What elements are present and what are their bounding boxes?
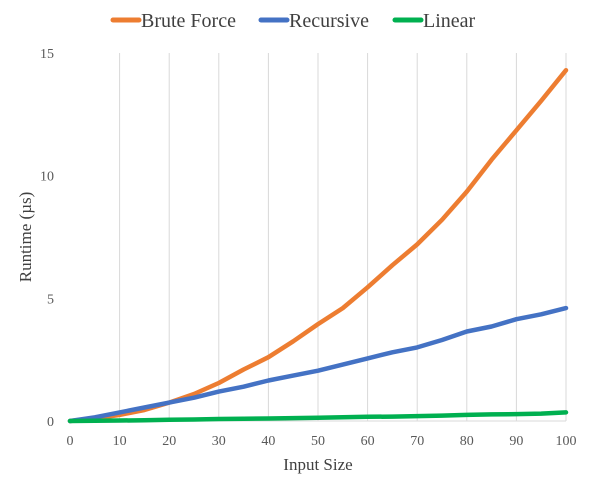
gridlines (119, 53, 567, 421)
y-tick-label: 10 (40, 170, 54, 185)
x-tick-label: 60 (361, 434, 375, 449)
y-tick-label: 0 (47, 415, 54, 430)
legend-label: Recursive (289, 10, 369, 32)
x-tick-label: 40 (261, 434, 275, 449)
series-line-linear (67, 410, 569, 424)
x-tick-label: 70 (410, 434, 424, 449)
y-tick-label: 15 (40, 47, 54, 62)
y-tick-label: 5 (47, 292, 54, 307)
y-axis-title: Runtime (µs) (16, 192, 35, 283)
x-tick-label: 100 (556, 434, 577, 449)
legend: Brute Force Recursive Linear (110, 10, 476, 32)
y-tick-labels: 0 5 10 15 (40, 47, 54, 430)
x-tick-label: 30 (212, 434, 226, 449)
series-line-recursive (67, 305, 569, 424)
x-tick-label: 80 (460, 434, 474, 449)
x-tick-label: 10 (113, 434, 127, 449)
x-axis-title: Input Size (283, 455, 352, 474)
x-tick-label: 0 (67, 434, 74, 449)
x-tick-label: 90 (509, 434, 523, 449)
series-lines (67, 67, 569, 424)
x-tick-labels: 0 10 20 30 40 50 60 70 80 90 100 (67, 434, 577, 449)
legend-label: Linear (423, 10, 476, 32)
legend-label: Brute Force (141, 10, 236, 32)
x-tick-label: 20 (162, 434, 176, 449)
x-tick-label: 50 (311, 434, 325, 449)
